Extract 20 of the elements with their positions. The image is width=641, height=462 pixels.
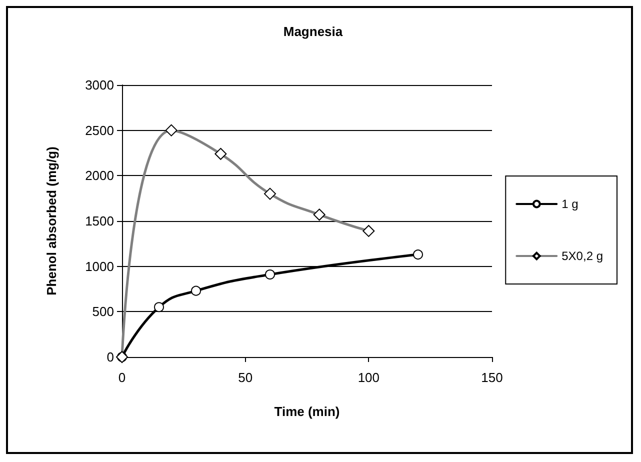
x-tick-label: 150 <box>481 370 503 385</box>
legend-label: 1 g <box>562 197 578 211</box>
x-axis-title: Time (min) <box>274 404 340 419</box>
legend-label: 5X0,2 g <box>562 249 604 263</box>
x-tick-label: 50 <box>238 370 253 385</box>
y-tick-label: 0 <box>106 350 114 364</box>
y-tick-label: 500 <box>92 304 114 320</box>
y-tick-label: 1500 <box>85 214 114 228</box>
y-tick-label: 3000 <box>85 78 114 92</box>
chart-title: Magnesia <box>283 24 344 39</box>
y-axis-title: Phenol absorbed (mg/g) <box>44 146 59 296</box>
point <box>413 250 423 260</box>
point <box>265 269 275 280</box>
point <box>154 302 164 312</box>
x-tick-label: 100 <box>358 370 380 385</box>
y-tick-label: 2500 <box>85 122 114 138</box>
y-tick-label: 1000 <box>85 258 114 274</box>
point <box>191 286 201 296</box>
y-tick-label: 2000 <box>85 168 114 184</box>
x-tick-label: 0 <box>118 370 126 385</box>
